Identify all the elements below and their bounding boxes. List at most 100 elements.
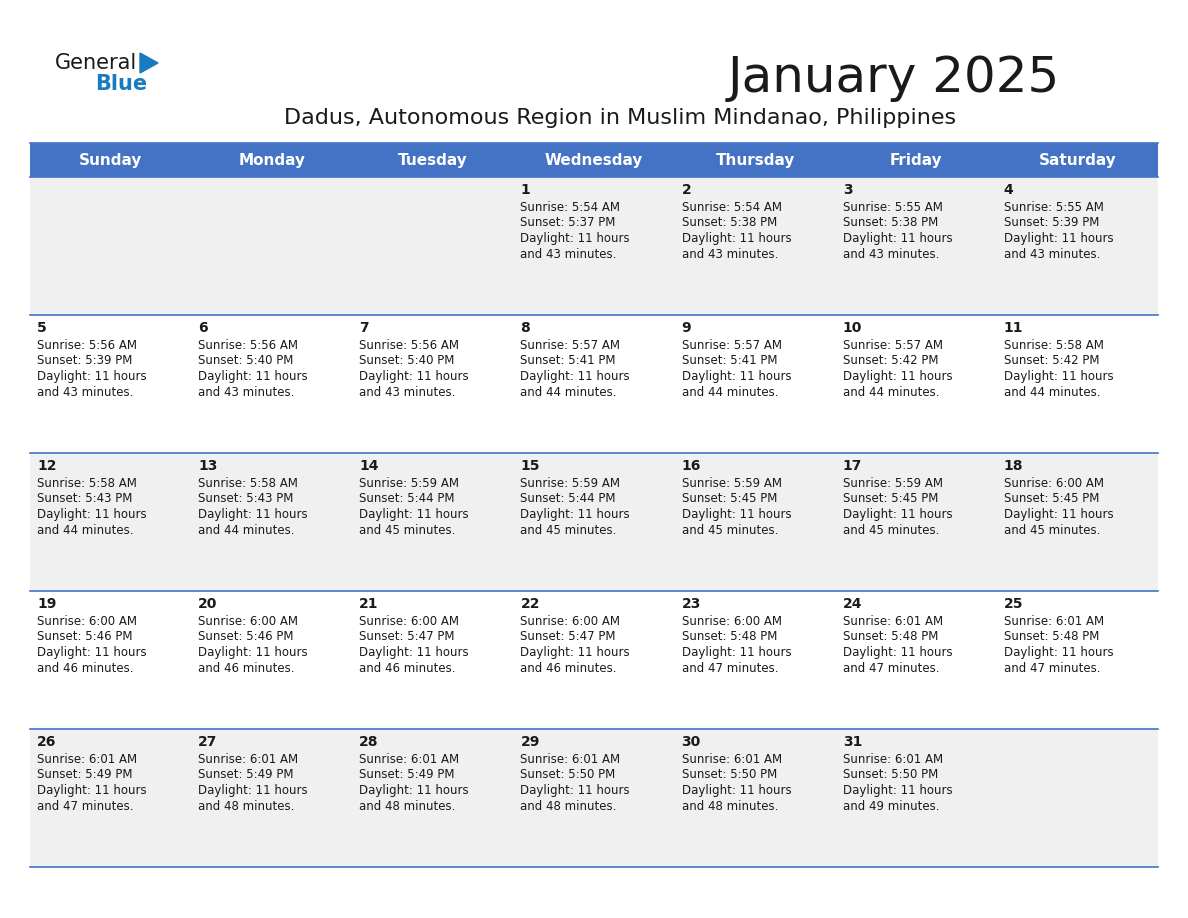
Text: Sunset: 5:44 PM: Sunset: 5:44 PM bbox=[520, 492, 615, 506]
Text: Sunset: 5:40 PM: Sunset: 5:40 PM bbox=[198, 354, 293, 367]
Text: and 46 minutes.: and 46 minutes. bbox=[520, 662, 617, 675]
Text: Sunset: 5:49 PM: Sunset: 5:49 PM bbox=[359, 768, 455, 781]
Text: Sunday: Sunday bbox=[78, 152, 143, 167]
Text: 8: 8 bbox=[520, 321, 530, 335]
Text: Saturday: Saturday bbox=[1038, 152, 1117, 167]
Text: Sunrise: 5:58 AM: Sunrise: 5:58 AM bbox=[198, 477, 298, 490]
Text: 16: 16 bbox=[682, 459, 701, 473]
Text: Daylight: 11 hours: Daylight: 11 hours bbox=[682, 646, 791, 659]
Text: Sunset: 5:44 PM: Sunset: 5:44 PM bbox=[359, 492, 455, 506]
Text: Sunrise: 5:58 AM: Sunrise: 5:58 AM bbox=[1004, 339, 1104, 352]
Text: Sunrise: 6:01 AM: Sunrise: 6:01 AM bbox=[520, 753, 620, 766]
Text: and 43 minutes.: and 43 minutes. bbox=[842, 248, 939, 261]
Text: Sunrise: 6:00 AM: Sunrise: 6:00 AM bbox=[682, 615, 782, 628]
Text: Sunrise: 5:55 AM: Sunrise: 5:55 AM bbox=[1004, 201, 1104, 214]
Text: and 45 minutes.: and 45 minutes. bbox=[359, 523, 456, 536]
Text: Sunrise: 5:59 AM: Sunrise: 5:59 AM bbox=[842, 477, 943, 490]
Text: and 43 minutes.: and 43 minutes. bbox=[682, 248, 778, 261]
Text: Sunrise: 6:00 AM: Sunrise: 6:00 AM bbox=[37, 615, 137, 628]
Bar bbox=[30, 143, 1158, 177]
Text: and 43 minutes.: and 43 minutes. bbox=[198, 386, 295, 398]
Text: Sunrise: 5:56 AM: Sunrise: 5:56 AM bbox=[37, 339, 137, 352]
Text: Sunrise: 5:57 AM: Sunrise: 5:57 AM bbox=[520, 339, 620, 352]
Text: 15: 15 bbox=[520, 459, 539, 473]
Text: 20: 20 bbox=[198, 597, 217, 611]
Text: and 46 minutes.: and 46 minutes. bbox=[359, 662, 456, 675]
Text: and 49 minutes.: and 49 minutes. bbox=[842, 800, 940, 812]
Text: Sunrise: 6:00 AM: Sunrise: 6:00 AM bbox=[198, 615, 298, 628]
Text: Sunset: 5:45 PM: Sunset: 5:45 PM bbox=[682, 492, 777, 506]
Text: Sunset: 5:39 PM: Sunset: 5:39 PM bbox=[1004, 217, 1099, 230]
Text: Sunrise: 5:58 AM: Sunrise: 5:58 AM bbox=[37, 477, 137, 490]
Text: Sunrise: 5:59 AM: Sunrise: 5:59 AM bbox=[520, 477, 620, 490]
Text: Sunrise: 5:59 AM: Sunrise: 5:59 AM bbox=[682, 477, 782, 490]
Text: 22: 22 bbox=[520, 597, 539, 611]
Text: and 44 minutes.: and 44 minutes. bbox=[198, 523, 295, 536]
Text: and 45 minutes.: and 45 minutes. bbox=[1004, 523, 1100, 536]
Text: Sunset: 5:38 PM: Sunset: 5:38 PM bbox=[842, 217, 939, 230]
Text: Sunrise: 6:01 AM: Sunrise: 6:01 AM bbox=[682, 753, 782, 766]
Text: Sunset: 5:42 PM: Sunset: 5:42 PM bbox=[1004, 354, 1099, 367]
Text: Friday: Friday bbox=[890, 152, 942, 167]
Text: and 43 minutes.: and 43 minutes. bbox=[1004, 248, 1100, 261]
Text: Sunrise: 5:55 AM: Sunrise: 5:55 AM bbox=[842, 201, 942, 214]
Text: 11: 11 bbox=[1004, 321, 1023, 335]
Text: and 46 minutes.: and 46 minutes. bbox=[198, 662, 295, 675]
Text: Daylight: 11 hours: Daylight: 11 hours bbox=[682, 232, 791, 245]
Text: 21: 21 bbox=[359, 597, 379, 611]
Text: 7: 7 bbox=[359, 321, 369, 335]
Text: Sunset: 5:46 PM: Sunset: 5:46 PM bbox=[37, 631, 133, 644]
Text: Sunset: 5:48 PM: Sunset: 5:48 PM bbox=[1004, 631, 1099, 644]
Text: and 44 minutes.: and 44 minutes. bbox=[520, 386, 617, 398]
Text: Sunrise: 6:01 AM: Sunrise: 6:01 AM bbox=[842, 753, 943, 766]
Text: Daylight: 11 hours: Daylight: 11 hours bbox=[1004, 508, 1113, 521]
Text: Sunrise: 5:57 AM: Sunrise: 5:57 AM bbox=[682, 339, 782, 352]
Text: Wednesday: Wednesday bbox=[545, 152, 643, 167]
Text: 30: 30 bbox=[682, 735, 701, 749]
Text: Daylight: 11 hours: Daylight: 11 hours bbox=[37, 646, 146, 659]
Text: Sunrise: 6:01 AM: Sunrise: 6:01 AM bbox=[37, 753, 137, 766]
Text: Sunrise: 6:01 AM: Sunrise: 6:01 AM bbox=[1004, 615, 1104, 628]
Text: Daylight: 11 hours: Daylight: 11 hours bbox=[520, 784, 630, 797]
Text: 10: 10 bbox=[842, 321, 862, 335]
Text: Daylight: 11 hours: Daylight: 11 hours bbox=[842, 508, 953, 521]
Text: and 44 minutes.: and 44 minutes. bbox=[1004, 386, 1100, 398]
Text: Sunset: 5:41 PM: Sunset: 5:41 PM bbox=[682, 354, 777, 367]
Text: and 47 minutes.: and 47 minutes. bbox=[1004, 662, 1100, 675]
Text: 17: 17 bbox=[842, 459, 862, 473]
Text: 28: 28 bbox=[359, 735, 379, 749]
Text: Sunset: 5:40 PM: Sunset: 5:40 PM bbox=[359, 354, 455, 367]
Text: 1: 1 bbox=[520, 183, 530, 197]
Text: and 43 minutes.: and 43 minutes. bbox=[37, 386, 133, 398]
Text: Daylight: 11 hours: Daylight: 11 hours bbox=[359, 646, 469, 659]
Text: Daylight: 11 hours: Daylight: 11 hours bbox=[842, 784, 953, 797]
Text: and 45 minutes.: and 45 minutes. bbox=[682, 523, 778, 536]
Text: 9: 9 bbox=[682, 321, 691, 335]
Text: Daylight: 11 hours: Daylight: 11 hours bbox=[198, 508, 308, 521]
Text: Sunset: 5:43 PM: Sunset: 5:43 PM bbox=[198, 492, 293, 506]
Text: Sunset: 5:45 PM: Sunset: 5:45 PM bbox=[1004, 492, 1099, 506]
Text: Daylight: 11 hours: Daylight: 11 hours bbox=[198, 646, 308, 659]
Text: 13: 13 bbox=[198, 459, 217, 473]
Text: Sunset: 5:50 PM: Sunset: 5:50 PM bbox=[682, 768, 777, 781]
Text: Sunrise: 5:59 AM: Sunrise: 5:59 AM bbox=[359, 477, 460, 490]
Text: Sunrise: 5:54 AM: Sunrise: 5:54 AM bbox=[682, 201, 782, 214]
Text: Daylight: 11 hours: Daylight: 11 hours bbox=[198, 784, 308, 797]
Text: and 43 minutes.: and 43 minutes. bbox=[359, 386, 456, 398]
Text: Daylight: 11 hours: Daylight: 11 hours bbox=[682, 508, 791, 521]
Text: Sunset: 5:48 PM: Sunset: 5:48 PM bbox=[682, 631, 777, 644]
Text: 25: 25 bbox=[1004, 597, 1023, 611]
Text: Daylight: 11 hours: Daylight: 11 hours bbox=[1004, 232, 1113, 245]
Text: Sunrise: 5:56 AM: Sunrise: 5:56 AM bbox=[359, 339, 460, 352]
Text: and 48 minutes.: and 48 minutes. bbox=[359, 800, 456, 812]
Text: Sunrise: 6:00 AM: Sunrise: 6:00 AM bbox=[1004, 477, 1104, 490]
Text: Sunrise: 6:00 AM: Sunrise: 6:00 AM bbox=[520, 615, 620, 628]
Text: Sunset: 5:50 PM: Sunset: 5:50 PM bbox=[842, 768, 939, 781]
Text: 4: 4 bbox=[1004, 183, 1013, 197]
Text: Daylight: 11 hours: Daylight: 11 hours bbox=[520, 508, 630, 521]
Text: Sunset: 5:39 PM: Sunset: 5:39 PM bbox=[37, 354, 132, 367]
Text: Daylight: 11 hours: Daylight: 11 hours bbox=[520, 232, 630, 245]
Text: and 45 minutes.: and 45 minutes. bbox=[842, 523, 939, 536]
Text: Daylight: 11 hours: Daylight: 11 hours bbox=[37, 370, 146, 383]
Text: and 44 minutes.: and 44 minutes. bbox=[842, 386, 940, 398]
